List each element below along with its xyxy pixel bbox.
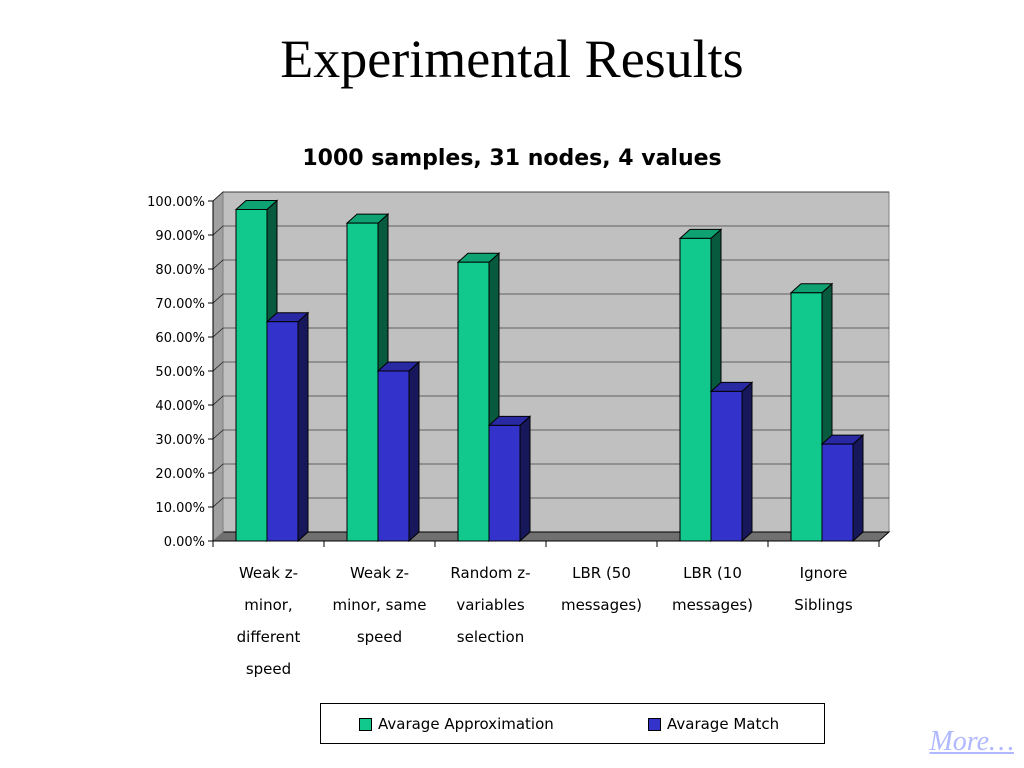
bar-match-side: [741, 381, 753, 543]
y-tick-label: 80.00%: [155, 263, 205, 278]
bar-match-side: [852, 433, 864, 543]
y-tick-label: 0.00%: [164, 535, 205, 550]
bar-approximation: [235, 209, 268, 542]
x-category-label-line: minor,: [244, 596, 293, 614]
y-tick-label: 50.00%: [155, 365, 205, 380]
x-category-label-line: minor, same: [332, 596, 427, 614]
bar-match-side: [297, 311, 309, 543]
x-category-label-line: variables: [456, 596, 525, 614]
legend-label-match: Avarage Match: [667, 715, 780, 733]
more-link[interactable]: More…: [929, 726, 1014, 757]
bar-match: [488, 424, 521, 542]
bar-match-side: [519, 415, 531, 543]
y-tick-label: 90.00%: [155, 229, 205, 244]
x-category-label-line: selection: [456, 628, 525, 646]
gridline: [212, 361, 889, 372]
y-tick-label: 20.00%: [155, 467, 205, 482]
gridline: [212, 259, 889, 270]
bar-match: [377, 370, 410, 542]
y-tick-label: 40.00%: [155, 399, 205, 414]
gridline: [212, 429, 889, 440]
y-tick-label: 30.00%: [155, 433, 205, 448]
x-category-label-line: Random z-: [450, 564, 531, 582]
x-category-label: Weak z-minor, different speed: [215, 557, 323, 685]
y-tick-label: 10.00%: [155, 501, 205, 516]
x-category-label-line: Ignore: [799, 564, 848, 582]
gridline: [212, 191, 889, 202]
bar-approximation: [346, 222, 379, 542]
x-category-label-line: speed: [245, 660, 292, 678]
plot-floor: [211, 531, 891, 542]
x-category-label-line: Weak z-: [349, 564, 410, 582]
slide-title: Experimental Results: [280, 29, 744, 89]
gridline: [212, 225, 889, 236]
x-category-label: Ignore Siblings: [770, 557, 878, 621]
chart-legend: Avarage Approximation Avarage Match: [320, 703, 825, 744]
x-category-label: LBR (50 messages): [548, 557, 656, 621]
x-category-label-line: LBR (50: [572, 564, 631, 582]
legend-swatch-approximation: [359, 717, 372, 731]
bar-match-side: [408, 360, 420, 543]
x-category-label-line: messages): [671, 596, 754, 614]
bar-match: [266, 321, 299, 542]
legend-item-approximation: Avarage Approximation: [359, 715, 554, 733]
gridline: [212, 327, 889, 338]
gridline: [212, 463, 889, 474]
bar-approximation: [679, 237, 712, 542]
legend-item-match: Avarage Match: [648, 715, 779, 733]
y-tick-label: 70.00%: [155, 297, 205, 312]
x-category-label: Weak z-minor, same speed: [326, 557, 434, 653]
legend-label-approximation: Avarage Approximation: [378, 715, 554, 733]
chart-title: 1000 samples, 31 nodes, 4 values: [302, 146, 722, 171]
x-category-label-line: Weak z-: [238, 564, 299, 582]
x-category-label-line: messages): [560, 596, 643, 614]
bar-chart: 0.00% 10.00% 20.00% 30.00% 40.00% 50.00% 60.00…: [147, 190, 891, 550]
bar-approximation: [790, 292, 823, 542]
gridline: [212, 395, 889, 406]
bar-match: [710, 390, 743, 542]
bar-match: [821, 443, 854, 542]
x-category-label: Random z-variables selection: [437, 557, 545, 653]
x-category-label-line: different: [236, 628, 301, 646]
y-tick-label: 100.00%: [147, 195, 205, 210]
bar-approximation: [457, 261, 490, 542]
x-category-label: LBR (10 messages): [659, 557, 767, 621]
y-tick-label: 60.00%: [155, 331, 205, 346]
x-category-label-line: LBR (10: [683, 564, 742, 582]
x-category-label-line: speed: [356, 628, 403, 646]
gridline: [212, 497, 889, 508]
x-category-label-line: Siblings: [794, 596, 853, 614]
legend-swatch-match: [648, 717, 661, 731]
gridline: [212, 293, 889, 304]
